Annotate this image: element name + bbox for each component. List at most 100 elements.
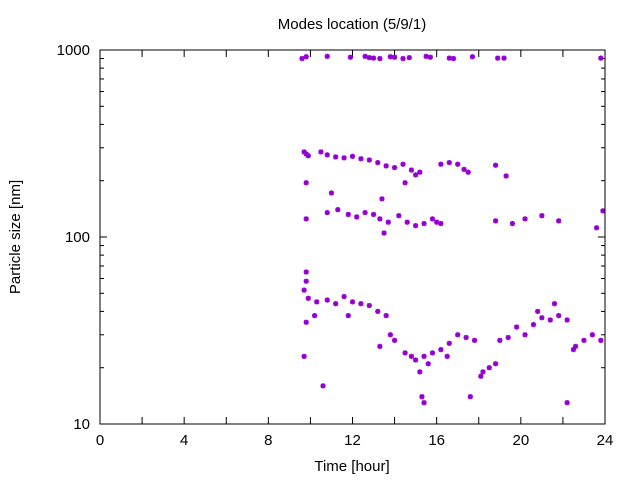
data-point [421, 400, 427, 406]
data-point [404, 219, 410, 225]
y-tick-label: 10 [73, 416, 90, 433]
chart-title: Modes location (5/9/1) [278, 16, 426, 33]
data-point [324, 152, 330, 158]
x-tick-label: 12 [344, 432, 361, 449]
data-point [438, 346, 444, 353]
data-point [413, 172, 419, 178]
data-point [417, 369, 423, 375]
data-point [480, 369, 486, 375]
data-point [427, 54, 433, 60]
data-point [400, 55, 406, 62]
data-point [347, 54, 353, 60]
data-point [465, 169, 471, 175]
data-point [598, 337, 604, 343]
data-point [341, 294, 347, 300]
data-point [547, 317, 553, 323]
data-point [492, 162, 499, 168]
data-point [305, 153, 311, 159]
data-point [349, 299, 356, 305]
data-point [450, 55, 457, 62]
data-point [354, 214, 360, 220]
x-tick-label: 4 [180, 432, 188, 449]
data-point [505, 334, 511, 341]
data-point [486, 365, 492, 371]
data-point [391, 165, 398, 171]
data-point [391, 337, 398, 343]
y-tick-label: 100 [65, 229, 90, 246]
data-point [421, 353, 427, 359]
data-point [324, 53, 330, 59]
data-point [341, 155, 347, 161]
data-point [463, 334, 469, 341]
data-point [522, 216, 528, 222]
data-point [593, 225, 600, 231]
data-point [324, 297, 330, 303]
data-point [335, 207, 341, 213]
data-point [303, 278, 309, 284]
x-tick-label: 24 [597, 432, 614, 449]
data-point [370, 211, 377, 218]
data-point [301, 287, 307, 293]
data-point [377, 55, 383, 62]
data-point [425, 361, 431, 367]
data-point [461, 166, 467, 172]
data-point [345, 211, 351, 218]
data-point [333, 301, 339, 307]
data-point [421, 220, 427, 227]
data-point [530, 322, 537, 328]
data-point [375, 308, 381, 315]
data-point [419, 394, 425, 400]
data-point [379, 196, 385, 202]
data-point [444, 353, 450, 359]
data-point [556, 312, 562, 319]
data-point [438, 161, 444, 167]
data-point [408, 353, 415, 359]
data-point [314, 299, 320, 305]
data-point [535, 308, 541, 315]
data-point [358, 156, 364, 162]
plot-frame [99, 49, 606, 425]
data-point [366, 302, 372, 309]
data-point [383, 163, 389, 169]
data-point [417, 169, 423, 175]
data-point [362, 53, 368, 59]
data-point [539, 315, 545, 321]
x-tick-label: 20 [512, 432, 529, 449]
data-point [333, 154, 339, 160]
data-point [349, 153, 356, 159]
axis-ticks [99, 49, 606, 425]
data-point [358, 301, 364, 307]
x-tick-label: 16 [428, 432, 445, 449]
data-point [556, 218, 562, 224]
data-point [423, 53, 429, 59]
data-point [381, 230, 387, 236]
x-tick-label: 8 [264, 432, 272, 449]
data-point [446, 159, 452, 166]
data-point [469, 54, 476, 60]
data-point [514, 324, 520, 330]
data-point [492, 218, 499, 224]
data-point [564, 317, 570, 323]
data-point [589, 332, 595, 338]
data-point [471, 337, 478, 343]
data-point [413, 223, 419, 229]
data-point [318, 149, 324, 155]
data-point [446, 55, 452, 61]
data-point [396, 213, 402, 219]
data-point [455, 332, 461, 338]
data-point [551, 301, 558, 307]
data-point [446, 340, 452, 346]
data-point [303, 319, 309, 325]
data-point [492, 361, 499, 367]
data-point [503, 173, 509, 179]
data-point [509, 220, 516, 227]
data-point [429, 216, 436, 222]
data-point [467, 394, 473, 400]
data-point [402, 350, 408, 356]
data-point [402, 180, 408, 186]
data-point [303, 54, 309, 60]
data-point [564, 400, 570, 406]
data-point [370, 55, 377, 61]
data-point [434, 219, 440, 225]
